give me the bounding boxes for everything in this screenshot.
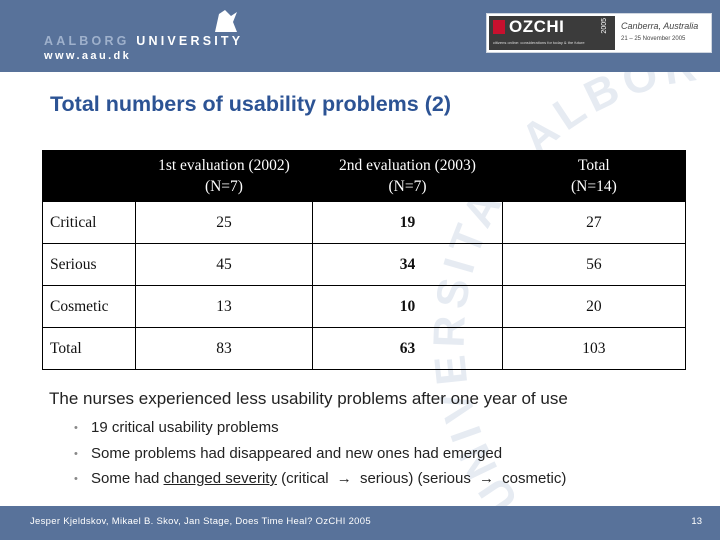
header-cell-first-eval: 1st evaluation (2002) (N=7) — [134, 150, 314, 202]
university-logo[interactable]: AALBORG UNIVERSITY www.aau.dk — [44, 8, 254, 62]
cell-second: 10 — [312, 285, 503, 328]
arrow-right-icon: → — [479, 470, 494, 487]
header-cell-second-eval: 2nd evaluation (2003) (N=7) — [312, 150, 503, 202]
table-row: Critical 25 19 27 — [42, 201, 687, 244]
cell-second: 19 — [312, 201, 503, 244]
table-row: Cosmetic 13 10 20 — [42, 285, 687, 328]
cell-first: 83 — [134, 327, 314, 370]
table-row: Total 83 63 103 — [42, 327, 687, 370]
row-label: Total — [42, 327, 136, 370]
cell-first: 45 — [134, 243, 314, 286]
crest-icon — [215, 10, 237, 32]
conference-banner[interactable]: OZCHI 2005 citizens online: consideratio… — [486, 13, 712, 53]
summary-text: The nurses experienced less usability pr… — [49, 389, 568, 408]
slide-title: Total numbers of usability problems (2) — [50, 92, 451, 116]
footer-credits: Jesper Kjeldskov, Mikael B. Skov, Jan St… — [30, 516, 371, 527]
banner-mark-icon — [493, 20, 505, 34]
logo-wordmark: AALBORG UNIVERSITY — [44, 34, 244, 48]
banner-dates: 21 – 25 November 2005 — [621, 36, 686, 42]
cell-total: 27 — [501, 201, 687, 244]
row-label: Serious — [42, 243, 136, 286]
banner-title: OZCHI — [509, 17, 565, 36]
table-header-row: 1st evaluation (2002) (N=7) 2nd evaluatio… — [42, 150, 687, 202]
list-item: • Some had changed severity (critical → s… — [74, 468, 566, 494]
cell-total: 56 — [501, 243, 687, 286]
cell-total: 103 — [501, 327, 687, 370]
bullet-list: • 19 critical usability problems • Some pr… — [74, 417, 566, 494]
cell-total: 20 — [501, 285, 687, 328]
row-label: Cosmetic — [42, 285, 136, 328]
header-bar: AALBORG UNIVERSITY www.aau.dk OZCHI 2005… — [0, 0, 720, 72]
cell-first: 13 — [134, 285, 314, 328]
bullet-icon: • — [74, 422, 78, 434]
banner-tagline: citizens online: considerations for toda… — [493, 40, 585, 45]
banner-year: 2005 — [601, 18, 608, 34]
footer-bar: Jesper Kjeldskov, Mikael B. Skov, Jan St… — [0, 506, 720, 540]
row-label: Critical — [42, 201, 136, 244]
bullet-icon: • — [74, 473, 78, 485]
banner-place: Canberra, Australia — [621, 21, 699, 31]
cell-first: 25 — [134, 201, 314, 244]
list-item: • 19 critical usability problems — [74, 417, 566, 443]
cell-second: 63 — [312, 327, 503, 370]
bullet-icon: • — [74, 447, 78, 460]
logo-url: www.aau.dk — [44, 50, 132, 62]
banner-brand: OZCHI 2005 citizens online: consideratio… — [489, 16, 615, 50]
header-cell-empty — [42, 150, 136, 202]
list-item: • Some problems had disappeared and new o… — [74, 443, 566, 469]
results-table: 1st evaluation (2002) (N=7) 2nd evaluatio… — [42, 150, 687, 370]
header-cell-total: Total (N=14) — [501, 150, 687, 202]
table-row: Serious 45 34 56 — [42, 243, 687, 286]
arrow-right-icon: → — [336, 470, 352, 487]
page-number: 13 — [691, 516, 702, 527]
cell-second: 34 — [312, 243, 503, 286]
underlined-phrase: changed severity — [163, 470, 277, 487]
